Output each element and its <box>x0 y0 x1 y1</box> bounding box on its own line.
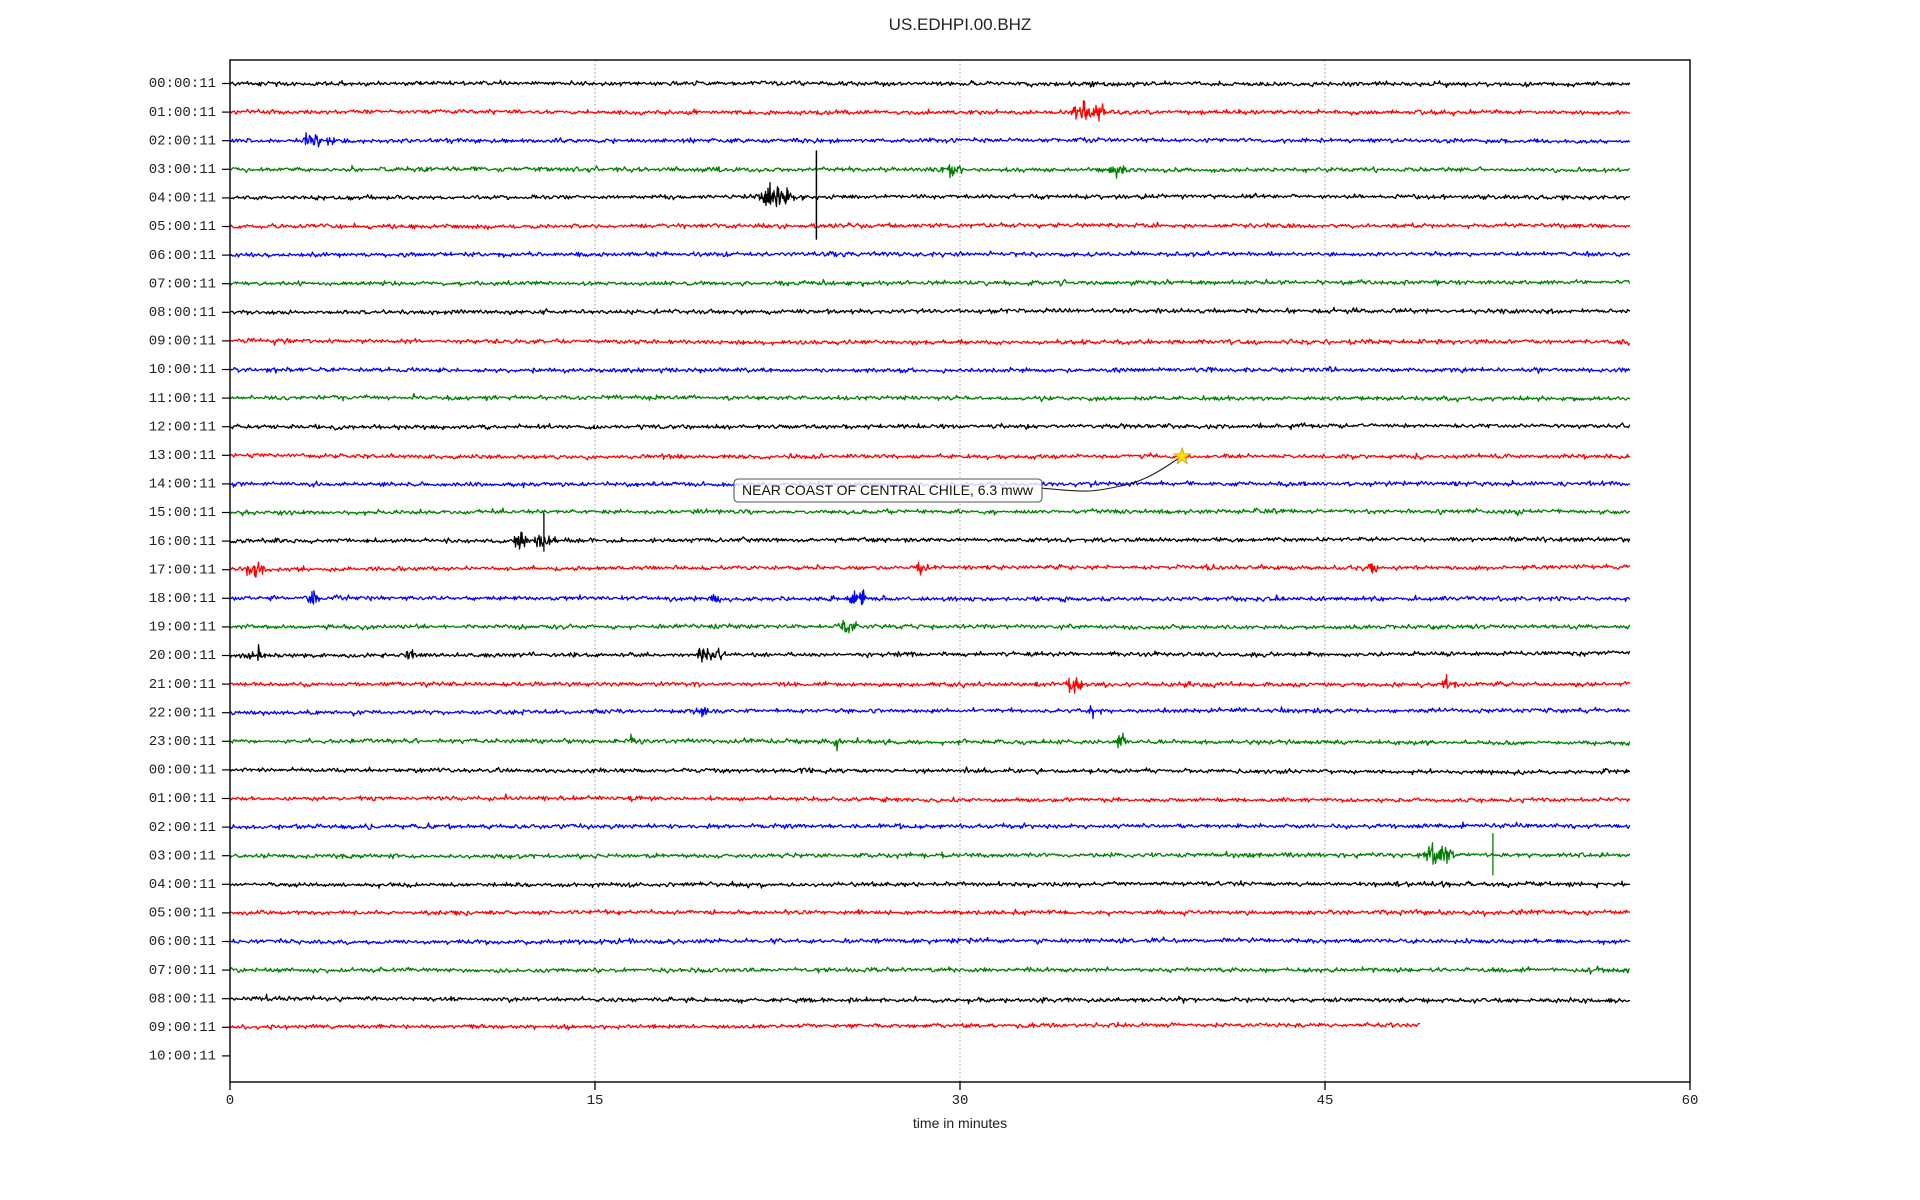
svg-text:NEAR COAST OF CENTRAL CHILE, 6: NEAR COAST OF CENTRAL CHILE, 6.3 mww <box>742 482 1034 498</box>
